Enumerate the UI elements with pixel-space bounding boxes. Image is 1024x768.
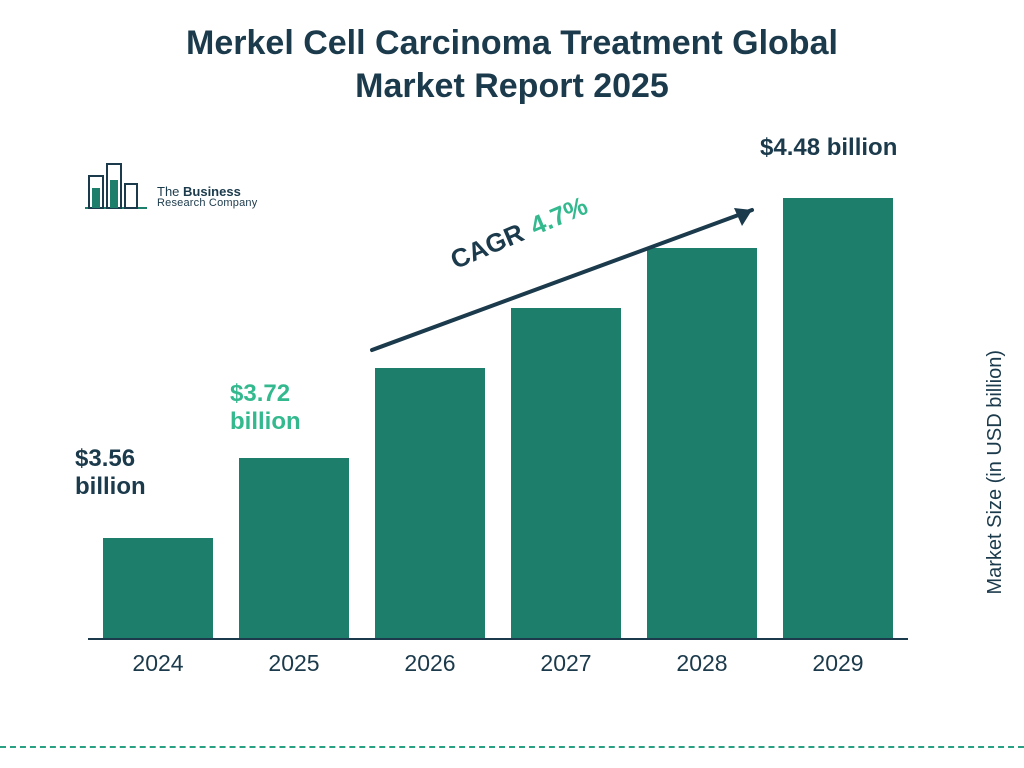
cagr-annotation: CAGR4.7% [362,200,782,370]
bar-2026 [375,368,485,638]
chart-canvas: Merkel Cell Carcinoma Treatment Global M… [0,0,1024,768]
x-axis-labels: 2024 2025 2026 2027 2028 2029 [88,644,908,680]
xlabel-2024: 2024 [98,644,218,680]
bar-2024 [103,538,213,638]
xlabel-2027: 2027 [506,644,626,680]
bar-slot-2025 [234,458,354,638]
bar-slot-2024 [98,538,218,638]
value-label-2024: $3.56 billion [75,445,205,500]
bar-2029 [783,198,893,638]
value-label-2025: $3.72 billion [230,380,360,435]
y-axis-label: Market Size (in USD billion) [985,350,1008,595]
xlabel-2025: 2025 [234,644,354,680]
xlabel-2029: 2029 [778,644,898,680]
x-axis-line [88,638,908,640]
title-line2: Market Report 2025 [355,67,669,105]
bar-slot-2029 [778,198,898,638]
bar-slot-2026 [370,368,490,638]
bar-2025 [239,458,349,638]
value-label-2029: $4.48 billion [760,134,960,162]
title-line1: Merkel Cell Carcinoma Treatment Global [186,24,838,62]
xlabel-2026: 2026 [370,644,490,680]
footer-divider [0,746,1024,748]
chart-title: Merkel Cell Carcinoma Treatment Global M… [0,22,1024,107]
xlabel-2028: 2028 [642,644,762,680]
